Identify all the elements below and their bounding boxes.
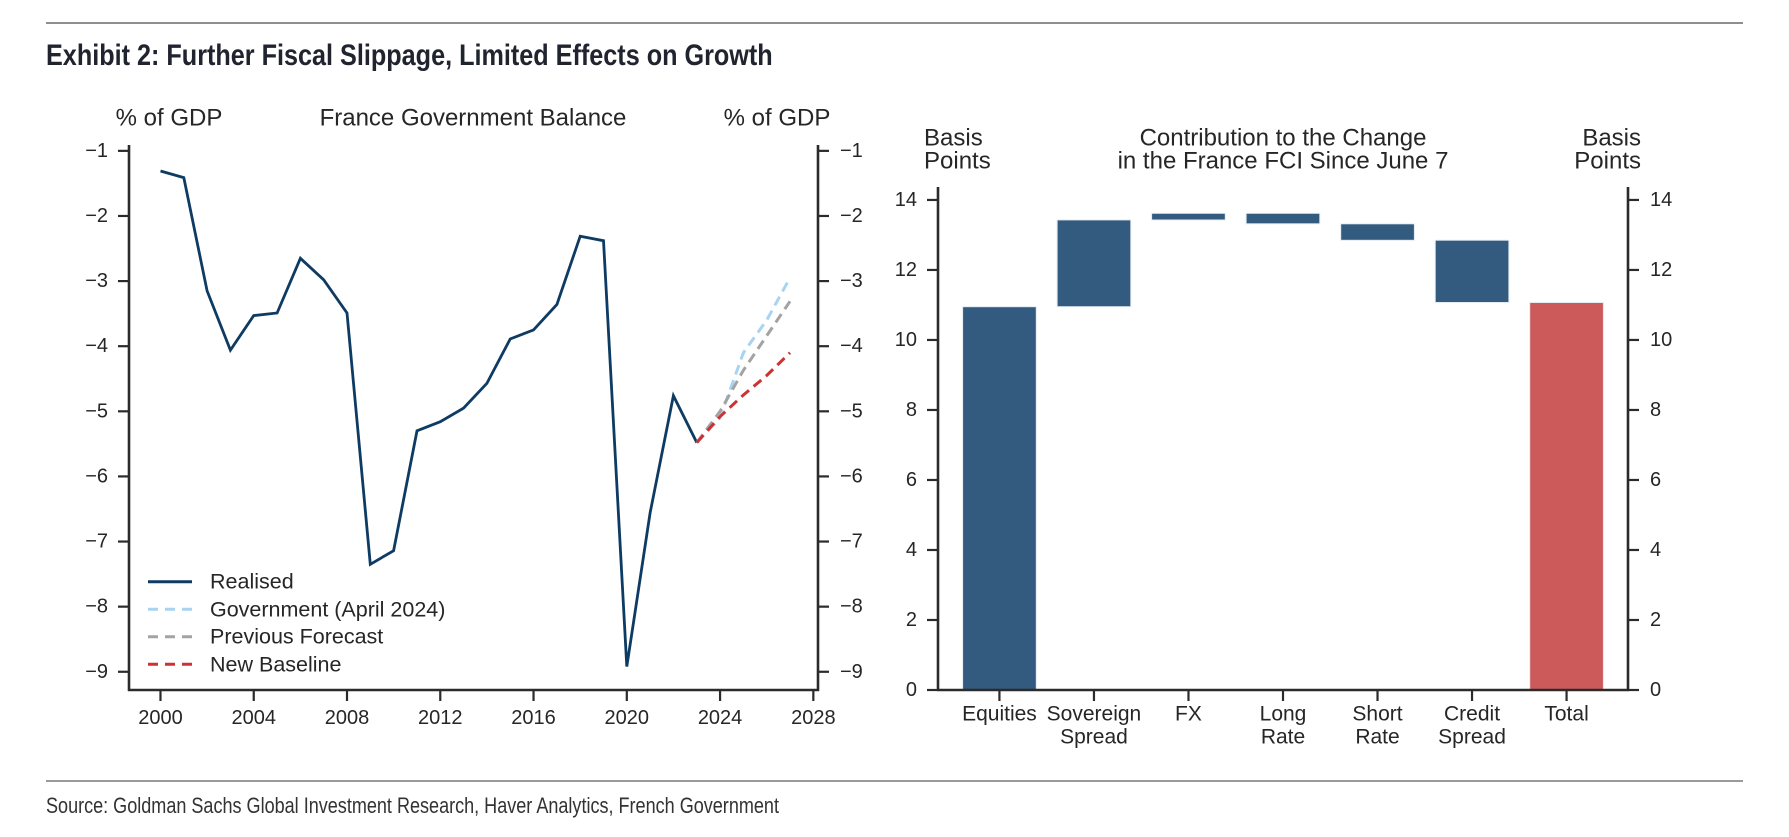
left-y-tick-label: 0 — [906, 679, 917, 701]
right-y-tick-label: −5 — [840, 400, 863, 422]
left-y-tick-label: 2 — [906, 609, 917, 631]
series-line-new-baseline — [695, 351, 792, 444]
top-divider — [46, 22, 1743, 24]
x-category-label: Credit — [1444, 703, 1500, 726]
x-tick-label: 2028 — [791, 707, 836, 729]
bar-fx — [1151, 212, 1226, 221]
left-y-tick-label: 8 — [906, 399, 917, 421]
right-y-tick-label: 4 — [1650, 539, 1661, 561]
x-category-label: Spread — [1438, 726, 1506, 749]
legend-label: Realised — [210, 570, 294, 594]
bar-long-rate — [1245, 212, 1321, 225]
left-y-tick-label: −4 — [85, 335, 108, 357]
x-category-label: Spread — [1060, 726, 1128, 749]
chart-title-line-2: in the France FCI Since June 7 — [1118, 148, 1449, 175]
bar-equities — [962, 306, 1037, 691]
left-y-tick-label: −1 — [85, 140, 108, 162]
x-category-label: Sovereign — [1047, 703, 1142, 726]
chart-title: France Government Balance — [320, 105, 627, 132]
right-y-tick-label: 12 — [1650, 259, 1672, 281]
left-y-tick-label: −7 — [85, 531, 108, 553]
series-line-government-april-2024 — [695, 277, 792, 444]
x-category-label: Total — [1544, 703, 1588, 726]
left-y-tick-label: 10 — [895, 329, 917, 351]
exhibit-title: Exhibit 2: Further Fiscal Slippage, Limi… — [46, 39, 773, 72]
legend-item-new-baseline: New Baseline — [148, 652, 341, 676]
right-y-tick-label: −7 — [840, 531, 863, 553]
x-tick-label: 2000 — [138, 707, 183, 729]
bar-total — [1529, 302, 1604, 691]
x-category-label: FX — [1175, 703, 1202, 726]
legend-item-government-april-2024: Government (April 2024) — [148, 597, 445, 621]
left-y-tick-label: −3 — [85, 270, 108, 292]
fci-contribution-chart: Basis Points Contribution to the Change … — [895, 125, 1673, 749]
bar-credit-spread — [1434, 239, 1510, 303]
x-category-label: Rate — [1261, 726, 1305, 749]
x-category-label: Short — [1352, 703, 1402, 726]
left-y-tick-label: −8 — [85, 596, 108, 618]
left-y-tick-label: 4 — [906, 539, 917, 561]
right-y-tick-label: −8 — [840, 596, 863, 618]
left-y-tick-label: 12 — [895, 259, 917, 281]
right-y-tick-label: 10 — [1650, 329, 1672, 351]
chart-title-line-1: Contribution to the Change — [1140, 125, 1427, 152]
left-y-axis-title-line-2: Points — [924, 148, 991, 175]
left-y-axis-title-line-1: Basis — [924, 125, 983, 152]
right-y-tick-label: −3 — [840, 270, 863, 292]
x-tick-label: 2016 — [511, 707, 556, 729]
legend-item-previous-forecast: Previous Forecast — [148, 625, 383, 649]
legend: Realised Government (April 2024) Previous … — [148, 570, 445, 676]
legend-item-realised: Realised — [148, 570, 294, 594]
x-category-label: Equities — [962, 703, 1037, 726]
right-y-axis-title-line-1: Basis — [1582, 125, 1641, 152]
source-note: Source: Goldman Sachs Global Investment … — [46, 793, 779, 818]
right-y-tick-label: −1 — [840, 140, 863, 162]
line-chart-plot-area: −1 −1 −2 −2 −3 −3 −4 −4 −5 −5 −6 −6 −7 −7 −8 −8 −9 −9 2000… — [85, 140, 863, 729]
legend-label: New Baseline — [210, 652, 341, 676]
bar-sovereign-spread — [1056, 219, 1132, 308]
x-tick-label: 2024 — [698, 707, 743, 729]
bar-short-rate — [1340, 223, 1415, 241]
x-tick-label: 2012 — [418, 707, 463, 729]
right-y-tick-label: −2 — [840, 205, 863, 227]
right-y-tick-label: 2 — [1650, 609, 1661, 631]
left-y-tick-label: −6 — [85, 465, 108, 487]
left-y-tick-label: −5 — [85, 400, 108, 422]
x-tick-label: 2004 — [231, 707, 276, 729]
series-line-previous-forecast — [695, 300, 792, 444]
right-y-tick-label: −9 — [840, 661, 863, 683]
bottom-divider — [46, 780, 1743, 782]
government-balance-chart: % of GDP France Government Balance % of … — [85, 105, 863, 730]
right-y-axis-title: % of GDP — [724, 105, 831, 132]
legend-label: Previous Forecast — [210, 625, 383, 649]
legend-label: Government (April 2024) — [210, 597, 445, 621]
right-y-tick-label: −6 — [840, 465, 863, 487]
x-tick-label: 2008 — [325, 707, 370, 729]
right-y-tick-label: 14 — [1650, 189, 1672, 211]
left-y-axis-title: % of GDP — [116, 105, 223, 132]
right-y-tick-label: 8 — [1650, 399, 1661, 421]
left-y-tick-label: −9 — [85, 661, 108, 683]
left-y-tick-label: 14 — [895, 189, 917, 211]
series-line-realised — [160, 169, 699, 667]
right-y-tick-label: 0 — [1650, 679, 1661, 701]
x-tick-label: 2020 — [605, 707, 650, 729]
left-y-tick-label: −2 — [85, 205, 108, 227]
right-y-tick-label: 6 — [1650, 469, 1661, 491]
x-category-label: Rate — [1355, 726, 1399, 749]
x-category-label: Long — [1260, 703, 1307, 726]
left-y-tick-label: 6 — [906, 469, 917, 491]
right-y-tick-label: −4 — [840, 335, 863, 357]
right-y-axis-title-line-2: Points — [1574, 148, 1641, 175]
